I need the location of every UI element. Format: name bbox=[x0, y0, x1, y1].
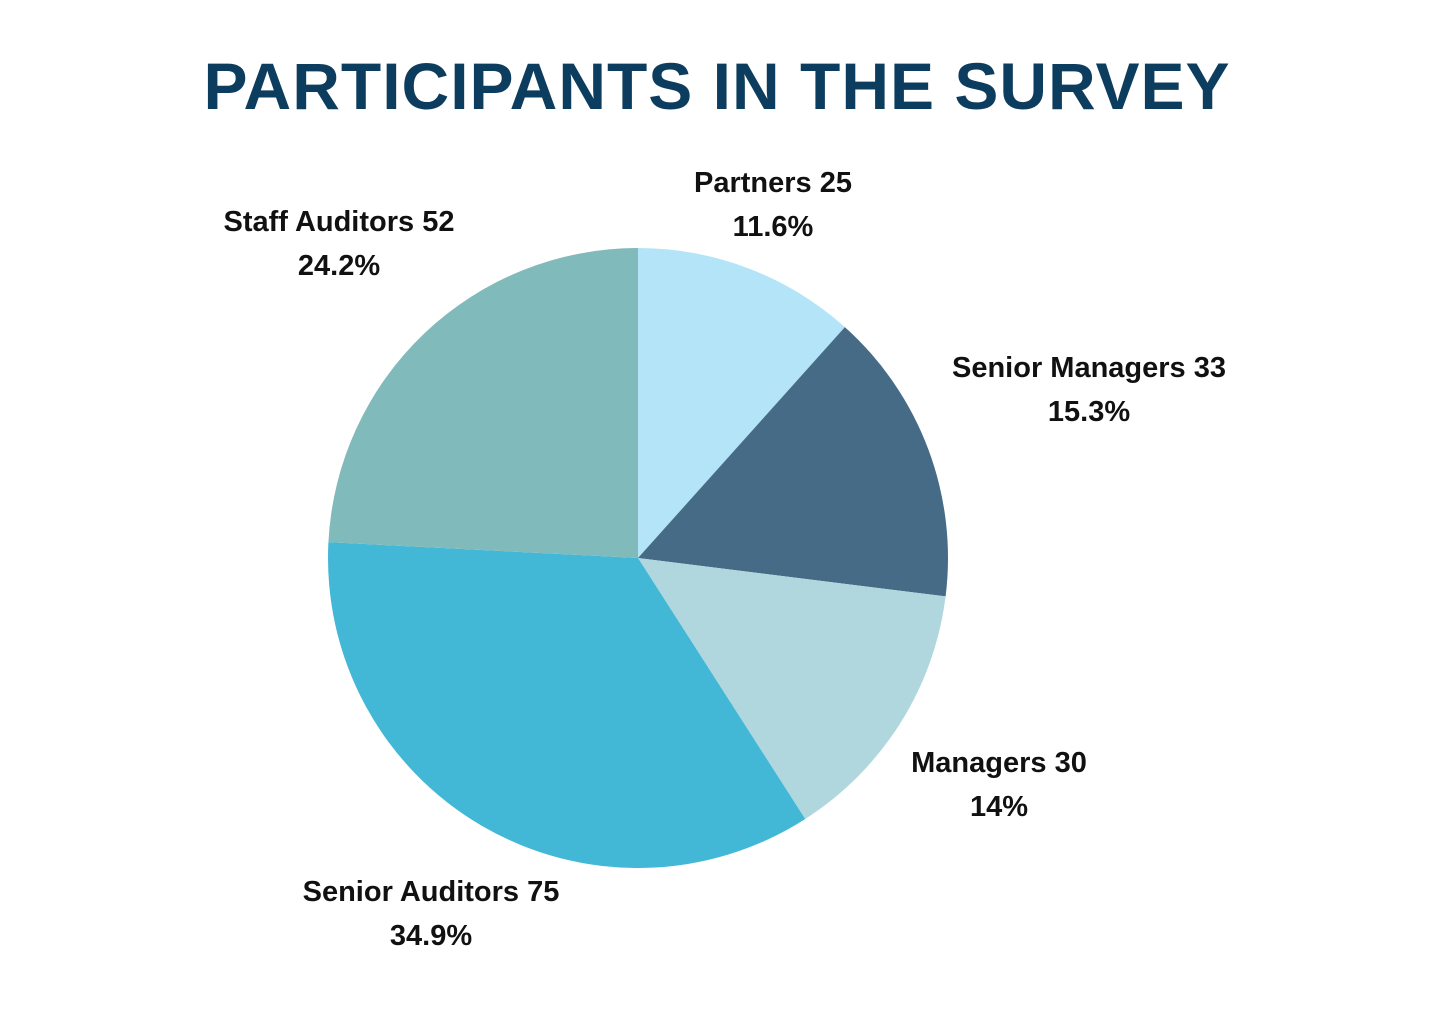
pie-slice-partners bbox=[638, 247, 845, 558]
slice-label-name: Managers 30 bbox=[911, 747, 1087, 779]
slice-value: 33 bbox=[1186, 352, 1226, 384]
slice-label-senior-auditors: Senior Auditors 75 34.9% bbox=[303, 876, 560, 952]
slice-value: 52 bbox=[414, 206, 454, 238]
slice-category-name: Staff Auditors bbox=[224, 206, 415, 238]
slice-value: 30 bbox=[1047, 747, 1087, 779]
slice-category-name: Managers bbox=[911, 747, 1046, 779]
slice-label-name: Partners 25 bbox=[694, 167, 852, 199]
pie-slices bbox=[328, 247, 948, 868]
pie-slice-senior-managers bbox=[638, 327, 948, 597]
slice-percent: 11.6% bbox=[733, 211, 814, 243]
slice-percent: 14% bbox=[970, 791, 1028, 823]
slice-label-senior-managers: Senior Managers 33 15.3% bbox=[952, 352, 1226, 428]
slice-value: 25 bbox=[812, 167, 852, 199]
slice-percent: 24.2% bbox=[298, 250, 380, 282]
slice-label-partners: Partners 25 11.6% bbox=[694, 167, 852, 243]
slice-label-name: Senior Managers 33 bbox=[952, 352, 1226, 384]
slice-labels: Partners 25 11.6% Senior Managers 33 15.3% M… bbox=[224, 167, 1226, 952]
slice-category-name: Senior Auditors bbox=[303, 876, 519, 908]
slice-percent: 15.3% bbox=[1048, 396, 1130, 428]
pie-slice-staff-auditors bbox=[328, 248, 638, 558]
slice-label-staff-auditors: Staff Auditors 52 24.2% bbox=[224, 206, 455, 282]
chart-title: PARTICIPANTS IN THE SURVEY bbox=[203, 49, 1231, 123]
slice-label-name: Staff Auditors 52 bbox=[224, 206, 455, 238]
pie-slice-senior-auditors bbox=[328, 542, 806, 868]
slice-category-name: Senior Managers bbox=[952, 352, 1186, 384]
slice-label-managers: Managers 30 14% bbox=[911, 747, 1087, 823]
slice-label-name: Senior Auditors 75 bbox=[303, 876, 560, 908]
slice-value: 75 bbox=[519, 876, 559, 908]
slice-percent: 34.9% bbox=[390, 920, 472, 952]
slice-category-name: Partners bbox=[694, 167, 812, 199]
pie-slice-managers bbox=[638, 558, 946, 820]
